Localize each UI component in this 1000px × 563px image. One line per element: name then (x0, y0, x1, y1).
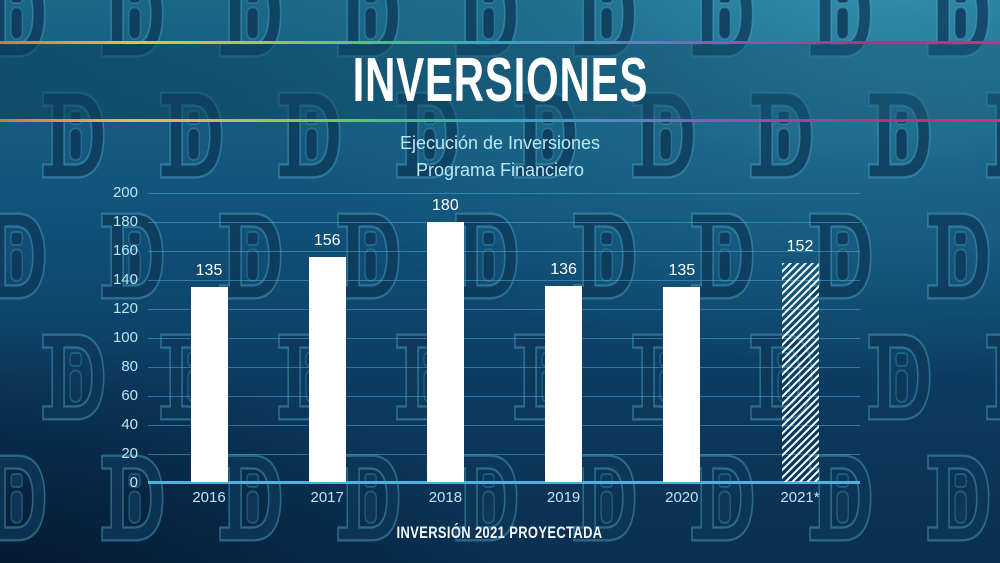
rainbow-divider-line-bottom (0, 119, 1000, 122)
title-band: INVERSIONES (0, 44, 1000, 119)
bar-2017 (308, 256, 346, 482)
x-axis-label: 2020 (665, 489, 699, 506)
bar-value-label: 135 (668, 262, 696, 280)
grid-line (148, 424, 860, 426)
y-axis-tick-label: 60 (121, 387, 138, 404)
y-axis-tick-label: 200 (112, 184, 138, 201)
bar-value-label: 152 (786, 237, 814, 255)
grid-line (148, 366, 860, 368)
grid-line (148, 279, 860, 281)
bar-value-label: 136 (550, 260, 577, 278)
rainbow-divider-line-top (0, 41, 1000, 44)
x-axis-label: 2018 (428, 489, 463, 506)
y-axis-tick-label: 160 (112, 242, 138, 259)
y-axis-tick-label: 80 (121, 358, 138, 375)
bar-2020 (663, 287, 701, 482)
grid-line (148, 221, 860, 223)
x-axis-label: 2021* (780, 489, 820, 506)
bar-value-label: 156 (313, 231, 341, 249)
bar-2018 (426, 222, 464, 482)
chart-subtitle: Ejecución de Inversiones Programa Financ… (0, 130, 1000, 184)
y-axis-tick-label: 180 (112, 213, 138, 230)
y-axis-tick-label: 140 (112, 271, 138, 288)
x-axis-label: 2017 (310, 489, 344, 506)
bar-value-label: 135 (195, 262, 223, 280)
chart-footnote-wrap: INVERSIÓN 2021 PROYECTADA (0, 523, 1000, 543)
grid-line (148, 395, 860, 397)
grid-line (148, 250, 860, 252)
y-axis-tick-label: 0 (129, 474, 138, 491)
y-axis-tick-label: 20 (121, 445, 138, 462)
page-title: INVERSIONES (352, 46, 648, 115)
y-axis-tick-label: 100 (112, 329, 138, 346)
grid-line (148, 453, 860, 455)
x-axis-label: 2016 (192, 489, 226, 506)
bar-2019 (545, 285, 583, 482)
x-axis-label: 2019 (546, 489, 581, 506)
grid-line (148, 192, 860, 194)
x-axis-line (148, 481, 860, 484)
y-axis-tick-label: 40 (121, 416, 138, 433)
y-axis-tick-label: 120 (112, 300, 138, 317)
bar-2016 (190, 287, 228, 482)
bar-2021 (781, 262, 819, 482)
bar-value-label: 180 (432, 197, 459, 214)
grid-line (148, 337, 860, 339)
chart-subtitle-line1: Ejecución de Inversiones (399, 133, 601, 153)
grid-line (148, 308, 860, 310)
chart-subtitle-line2: Programa Financiero (415, 160, 585, 180)
chart-footnote: INVERSIÓN 2021 PROYECTADA (397, 523, 603, 542)
